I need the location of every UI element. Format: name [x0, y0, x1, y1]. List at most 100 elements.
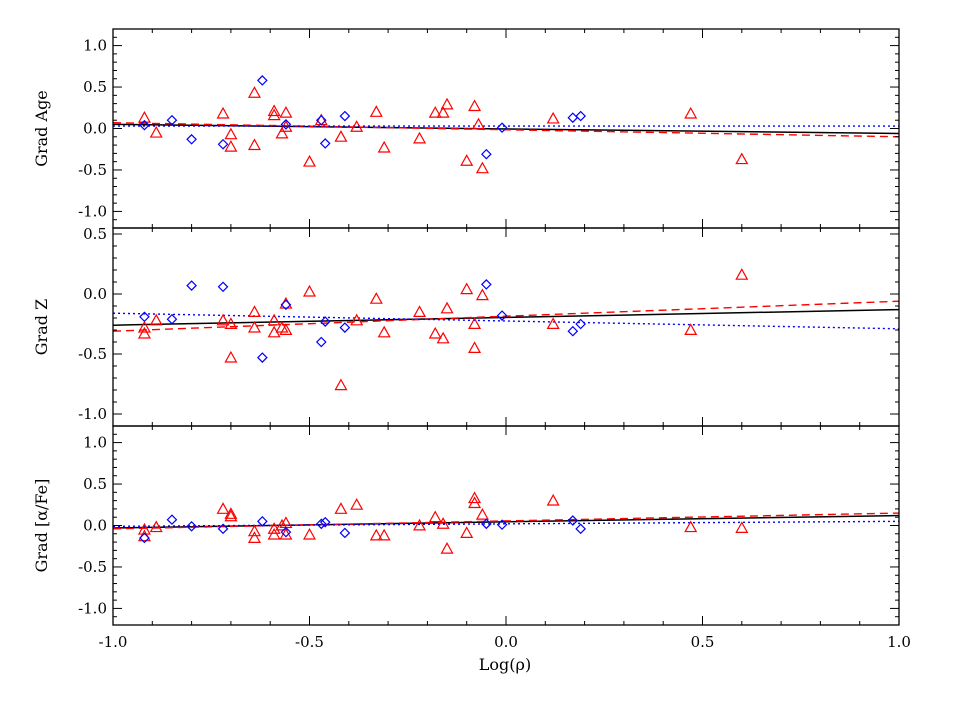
triangle-point [275, 126, 289, 139]
diamond-point [256, 352, 268, 363]
y-tick-label: 1.0 [83, 37, 107, 55]
diamond-point [339, 110, 351, 122]
triangle-point [334, 130, 348, 142]
triangle-point [428, 106, 442, 118]
y-tick-label: -1.0 [78, 405, 107, 423]
diamond-point [481, 279, 492, 290]
triangle-point [267, 527, 281, 540]
triangle-point [684, 106, 698, 119]
diamond-point [166, 313, 178, 325]
diamond-point [319, 516, 331, 528]
triangle-point [137, 110, 151, 123]
x-axis-label: Log(ρ) [479, 655, 531, 674]
y-tick-label: 0.0 [83, 517, 107, 535]
diamond-point [319, 138, 331, 149]
diamond-point [315, 114, 327, 126]
triangle-point [224, 127, 238, 140]
triangle-point [377, 140, 391, 153]
triangle-point [684, 520, 698, 533]
y-tick-label: -0.5 [78, 558, 107, 576]
diamond-point [315, 336, 327, 348]
diamond-point [166, 514, 178, 526]
y-tick-label: 0.5 [83, 78, 107, 96]
diamond-point [139, 532, 150, 544]
triangle-point [460, 282, 474, 295]
triangle-point [475, 161, 489, 174]
y-axis-label-alpha-fe: Grad [α/Fe] [32, 479, 51, 573]
triangle-point [460, 526, 474, 538]
triangle-point [413, 305, 427, 317]
diamond-point [496, 122, 508, 134]
triangle-point [436, 106, 450, 118]
triangle-point [247, 138, 261, 151]
diamond-point [315, 518, 327, 530]
triangle-point [334, 502, 348, 514]
triangle-point [369, 105, 383, 117]
diamond-point [186, 280, 197, 291]
diamond-point [139, 119, 150, 131]
diamond-point [166, 114, 178, 126]
x-tick-label: 1.0 [887, 633, 911, 651]
triangle-point [440, 301, 454, 314]
diamond-point [319, 316, 331, 327]
triangle-point [149, 520, 163, 533]
triangle-point [428, 326, 442, 339]
triangle-point [279, 527, 293, 540]
triangle-point [735, 521, 749, 533]
y-tick-label: 0.5 [83, 225, 107, 243]
diamond-point [575, 318, 587, 330]
diamond-point [496, 310, 508, 321]
y-tick-label: 0.0 [83, 120, 107, 138]
diamond-point [217, 281, 229, 293]
triangle-point [247, 531, 261, 543]
triangle-point [475, 507, 489, 520]
triangle-point [436, 331, 450, 344]
triangle-point [137, 326, 151, 339]
triangle-point [471, 117, 486, 130]
triangle-point [275, 518, 289, 531]
diamond-point [139, 311, 150, 323]
triangle-point [468, 317, 482, 329]
triangle-point [369, 528, 383, 541]
panel-metallicity: -1.0 -0.5 0.0 0.5 Grad Z [32, 225, 900, 427]
triangle-point [247, 524, 261, 537]
x-tick-label: -0.5 [295, 633, 324, 651]
x-tick-label: 0.0 [494, 633, 518, 651]
fit-line-solid-metallicity [113, 308, 899, 326]
diamond-point [481, 518, 492, 530]
diamond-point [186, 520, 197, 532]
triangle-point [428, 510, 442, 523]
triangle-point [377, 528, 391, 541]
diamond-point [481, 148, 492, 160]
triangle-point [350, 313, 364, 326]
y-tick-label: -1.0 [78, 202, 107, 220]
triangle-point [546, 317, 560, 329]
triangle-point [350, 498, 364, 510]
triangle-point [267, 104, 281, 117]
triangle-point [377, 325, 391, 338]
triangle-point [468, 341, 482, 353]
triangle-point [224, 140, 238, 152]
fit-line-dotted-metallicity [113, 312, 899, 330]
fit-line-dotted-alpha-fe [113, 520, 899, 528]
y-tick-label: -1.0 [78, 599, 107, 617]
triangle-point [546, 493, 560, 506]
y-axis-label-metallicity: Grad Z [32, 299, 51, 355]
triangle-point [224, 509, 238, 522]
triangle-point [224, 507, 238, 519]
triangle-point [413, 131, 427, 144]
triangle-point [137, 320, 151, 333]
triangle-point [440, 97, 454, 110]
triangle-point [279, 323, 293, 335]
triangle-point [216, 106, 230, 119]
triangle-point [468, 491, 482, 504]
triangle-point [440, 541, 454, 554]
triangle-point [224, 350, 238, 363]
triangle-point [216, 502, 230, 514]
y-tick-label: 0.0 [83, 285, 107, 303]
y-tick-label: 1.0 [83, 434, 107, 452]
triangle-point [149, 125, 163, 138]
diamond-point [280, 119, 292, 130]
diamond-point [567, 112, 579, 124]
